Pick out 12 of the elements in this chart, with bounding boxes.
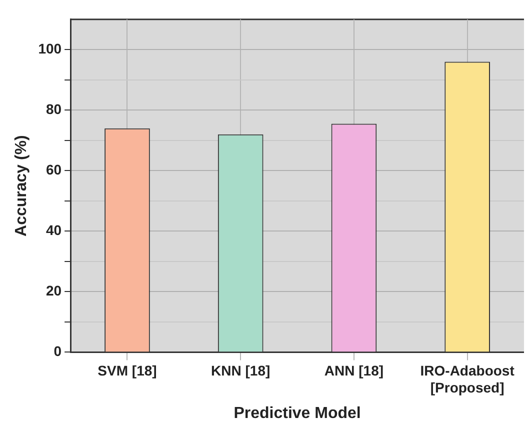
y-tick-label: 0 [54, 343, 62, 360]
y-tick-label: 80 [46, 101, 62, 118]
y-tick-label: 60 [46, 162, 62, 178]
x-tick-label: KNN [18] [211, 362, 270, 378]
y-tick-label: 20 [46, 282, 62, 299]
y-tick-label: 40 [46, 222, 62, 238]
x-axis-title: Predictive Model [234, 404, 361, 422]
x-tick-label: SVM [18] [98, 362, 157, 378]
x-tick-label: IRO-Adaboost [Proposed] [420, 362, 515, 396]
x-tick-label: ANN [18] [324, 362, 384, 378]
y-tick-label: 100 [38, 40, 62, 57]
y-axis-title: Accuracy (%) [13, 135, 30, 236]
